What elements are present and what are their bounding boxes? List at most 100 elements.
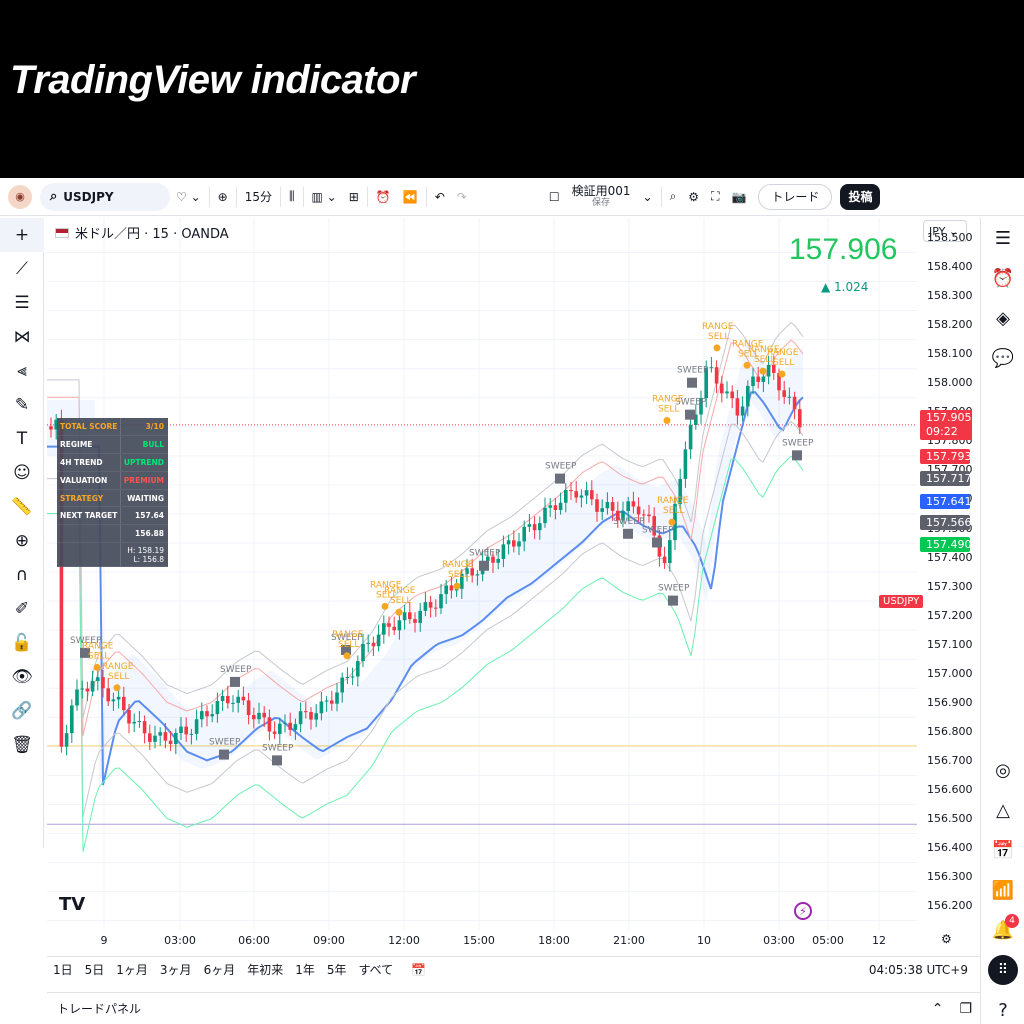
gauge-icon[interactable]: ◎ [995,759,1011,781]
candle-body [506,540,511,545]
range-button[interactable]: 1日 [53,963,73,977]
chat-icon[interactable]: 💬 [991,347,1015,369]
lock-pencil-icon[interactable]: ✐ [14,599,30,619]
range-button[interactable]: 3ヶ月 [159,963,192,977]
candle-body [408,612,412,620]
chevron-down-icon[interactable]: ⌄ [642,189,653,204]
ruler-icon[interactable]: 📏 [11,497,33,517]
watchlist-icon[interactable]: ☰ [994,227,1012,249]
layout-checkbox-icon[interactable]: ☐ [548,189,560,204]
candle-body [158,732,162,736]
candle-body [454,588,459,591]
score-value: 3/10 [145,421,164,431]
horizontal-lines-icon[interactable]: ☰ [14,293,30,313]
time-tick: 03:00 [763,934,795,947]
range-button[interactable]: 6ヶ月 [203,963,236,977]
range-sell-dot [343,652,351,660]
sweep-label: SWEEP [469,549,501,559]
candle-body [766,364,771,377]
price-tick: 156.600 [927,782,973,796]
candle-body [590,490,594,500]
quick-search-icon[interactable]: ⌕ [669,189,677,203]
currency-button[interactable]: JPY ⌄ [923,220,967,242]
candle-body [96,677,100,682]
emoji-icon[interactable]: ☺ [13,463,31,483]
price-chart[interactable]: SWEEPSWEEPSWEEPSWEEPSWEEPSWEEPSWEEPSWEEP… [47,218,917,930]
add-symbol-icon[interactable]: ⊕ [217,189,228,204]
sweep-marker [219,749,229,760]
link-icon[interactable]: 🔗 [11,701,33,721]
trade-panel[interactable]: トレードパネル ⌃ ❐ [47,992,980,1024]
sweep-marker [341,644,351,655]
price-scale[interactable]: JPY ⌄ 158.500 158.400 158.300 158.200 158.10… [917,218,977,930]
alarm-icon[interactable]: ⏰ [991,267,1015,289]
brush-icon[interactable]: ✎ [14,395,30,415]
price-tick: 156.900 [927,695,973,709]
price-tick: 158.100 [927,347,973,361]
settings-small-icon[interactable]: ⚙ [941,932,952,946]
candle-body [59,419,64,747]
range-buttons: 1日 5日 1ヶ月 3ヶ月 6ヶ月 年初来 1年 5年 すべて [47,961,399,978]
clock[interactable]: 04:05:38 UTC+9 [868,962,968,977]
time-axis[interactable]: 9 03:00 06:00 09:00 12:00 15:00 18:00 21:00 10 03… [47,930,917,952]
ideas-icon[interactable]: △ [996,799,1010,821]
goto-date-icon[interactable]: 📅 [411,962,427,977]
candle-type-icon[interactable]: ⫼ [288,189,295,203]
fullscreen-icon[interactable]: ⛶ [711,189,720,203]
interval-button[interactable]: 15分 [244,190,272,204]
zoom-icon[interactable]: ⊕ [14,531,30,551]
maximize-icon[interactable]: ❐ [959,1001,972,1017]
undo-icon[interactable]: ↶ [434,189,445,204]
indicators-icon[interactable]: ▥ ⌄ [311,189,337,204]
candle-body [740,406,745,416]
notifications-icon[interactable]: 🔔 4 [981,910,1024,950]
replay-icon[interactable]: ⏪ [402,189,418,204]
apps-button[interactable]: ⠿ [981,950,1024,990]
eye-icon[interactable]: 👁 [11,667,33,687]
camera-icon[interactable]: 📷 [731,189,747,204]
range-button[interactable]: 5年 [326,963,347,977]
range-sell-dot [668,518,676,526]
score-key: 4H TREND [57,453,121,471]
compare-symbol-icon[interactable]: ♡ ⌄ [176,189,201,204]
layers-icon[interactable]: ◈ [996,307,1010,329]
score-key: TOTAL SCORE [57,418,121,435]
user-avatar[interactable]: ◉ [8,184,32,209]
trash-icon[interactable]: 🗑 [11,735,33,755]
time-tick: 09:00 [313,934,345,947]
settings-icon[interactable]: ⚙ [688,189,700,204]
range-button[interactable]: すべて [358,963,394,977]
symbol-search-button[interactable]: ⌕ USDJPY [40,182,170,211]
range-button[interactable]: 1ヶ月 [116,963,148,977]
trend-line-icon[interactable]: ⟋ [16,259,28,279]
price-tick: 156.200 [927,899,973,913]
chart-pane[interactable]: SWEEP SWEEP SWEEP SWEEP SWEEP SWEEP SWEEP SWEEP… [47,218,917,930]
pattern-icon[interactable]: ⋈ [13,327,31,347]
trade-button[interactable]: トレード [758,183,833,210]
range-button[interactable]: 1年 [295,963,315,977]
range-button[interactable]: 5日 [84,963,105,977]
range-sell-label: SELL [738,349,759,359]
last-price-big: 157.906 [789,233,898,266]
candle-body [304,711,308,713]
lightning-icon[interactable]: ⚡ [794,902,812,920]
chevron-up-icon[interactable]: ⌃ [931,1001,944,1017]
text-icon[interactable]: T [16,429,28,449]
streams-icon[interactable]: 📶 [991,879,1015,901]
range-button[interactable]: 年初来 [247,963,284,977]
help-icon[interactable]: ? [998,999,1008,1021]
crosshair-icon[interactable]: + [0,218,44,252]
candle-body [262,712,266,718]
forecast-icon[interactable]: ⫷ [17,361,27,381]
candle-body [257,712,261,720]
layout-name-button[interactable]: 検証用001 保存 [566,183,637,211]
magnet-icon[interactable]: ∩ [15,565,29,585]
candle-body [215,700,220,715]
tradingview-logo-icon[interactable]: 𝗧𝗩 [59,894,86,915]
redo-icon[interactable]: ↷ [456,189,467,204]
alert-icon[interactable]: ⏰ [375,189,391,204]
lock-icon[interactable]: 🔓 [11,633,33,653]
calendar-icon[interactable]: 📅 [991,839,1015,861]
templates-icon[interactable]: ⊞ [348,189,359,204]
publish-button[interactable]: 投稿 [840,183,881,210]
